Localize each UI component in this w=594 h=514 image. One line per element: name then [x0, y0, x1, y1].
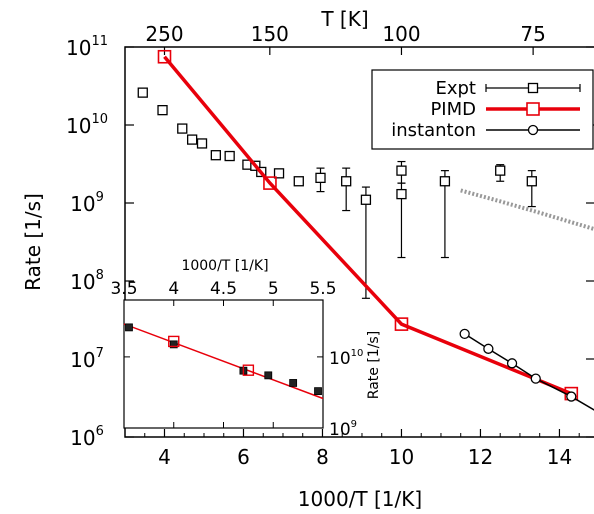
top-tick-label: 150: [251, 22, 289, 46]
y-tick-label: 1011: [66, 34, 108, 60]
x-tick-label: 4: [158, 445, 171, 469]
legend-marker: [527, 82, 539, 94]
legend-label: Expt: [435, 78, 476, 99]
top-tick-labels: 250 150 100 75: [145, 22, 545, 46]
inset-ticks: 3.5 4 4.5 5 5.5 109 1010: [110, 279, 363, 440]
y-tick-label: 108: [70, 268, 104, 294]
inset-y-axis-title: Rate [1/s]: [366, 331, 382, 399]
top-tick-label: 100: [382, 22, 420, 46]
x-tick-label: 6: [237, 445, 250, 469]
top-tick-label: 250: [145, 22, 183, 46]
y-tick-label: 109: [70, 190, 104, 216]
expt-point: [137, 87, 148, 98]
instanton-point: [506, 358, 518, 369]
instanton-point: [566, 391, 577, 402]
pimd-point: [263, 176, 277, 190]
y-tick-label: 1010: [66, 112, 108, 138]
inset-series: [123, 323, 324, 400]
top-tick-label: 75: [520, 22, 545, 46]
y-axis-title: Rate [1/s]: [21, 193, 45, 291]
legend-marker: [527, 124, 539, 136]
grey-dashed-curve: [460, 188, 594, 232]
legend-marker: [526, 102, 540, 116]
expt-point: [526, 176, 537, 187]
x-tick-label: 12: [468, 445, 493, 469]
x-axis-title: 1000/T [1/K]: [298, 487, 422, 511]
inset-pimd-point: [168, 335, 180, 348]
legend-entry: instanton: [391, 120, 580, 141]
inset-expt-point: [264, 371, 273, 380]
instanton-point: [530, 373, 541, 384]
top-axis-title: T [K]: [320, 7, 368, 31]
expt-point: [224, 150, 235, 162]
inset-x-tick-label: 3.5: [110, 279, 137, 299]
plot-frame: [124, 46, 594, 438]
instanton-point: [459, 328, 470, 340]
expt-point: [196, 138, 208, 149]
pimd-point: [394, 317, 409, 331]
legend-label: instanton: [391, 120, 476, 141]
expt-point: [273, 168, 285, 179]
inset-y-tick-label: 1010: [329, 348, 363, 369]
y-tick-labels: 106 107 108 109 1010 1011: [66, 34, 108, 450]
inset-y-tick-label: 109: [329, 419, 357, 440]
inset-x-axis-title: 1000/T [1/K]: [181, 258, 268, 274]
main-axes-ticks: [124, 46, 594, 438]
instanton-point: [483, 343, 494, 354]
expt-point: [315, 172, 326, 184]
inset-x-tick-label: 4.5: [210, 279, 237, 299]
expt-point: [293, 176, 304, 187]
expt-point: [186, 134, 198, 145]
inset-expt-point: [169, 340, 178, 349]
y-tick-label: 107: [70, 346, 104, 372]
legend-entry: Expt: [435, 78, 581, 99]
x-tick-label: 14: [547, 445, 572, 469]
inset-expt-point: [289, 379, 298, 387]
expt-point: [210, 150, 221, 161]
expt-point: [439, 176, 451, 187]
y-tick-label: 106: [70, 424, 104, 450]
expt-errorbar: [361, 186, 370, 299]
pimd-line: [163, 55, 572, 396]
inset-x-tick-label: 5: [268, 279, 279, 299]
pimd-point: [157, 49, 172, 64]
expt-errorbar: [342, 167, 351, 212]
expt-point: [396, 165, 407, 176]
expt-point: [495, 165, 506, 176]
inset-x-tick-label: 5.5: [309, 279, 336, 299]
expt-point: [157, 105, 168, 116]
x-tick-label: 10: [389, 445, 414, 469]
expt-point: [396, 188, 407, 200]
expt-point: [360, 194, 372, 205]
inset-plot: 3.5 4 4.5 5 5.5 109 1010 1000/T [1/K] Rate [1/…: [110, 258, 382, 440]
x-tick-label: 8: [316, 445, 329, 469]
expt-errorbar: [527, 170, 536, 208]
legend-label: PIMD: [430, 99, 476, 120]
legend-entry: PIMD: [430, 99, 580, 120]
x-tick-labels: 4 6 8 10 12 14: [158, 445, 572, 469]
expt-point: [177, 123, 188, 134]
expt-point: [341, 176, 352, 187]
inset-frame: [123, 299, 324, 429]
inset-expt-point: [125, 323, 133, 332]
inset-pimd-point: [242, 364, 255, 376]
main-series: [137, 49, 594, 411]
inset-expt-point: [314, 387, 322, 396]
inset-x-tick-label: 4: [168, 279, 179, 299]
